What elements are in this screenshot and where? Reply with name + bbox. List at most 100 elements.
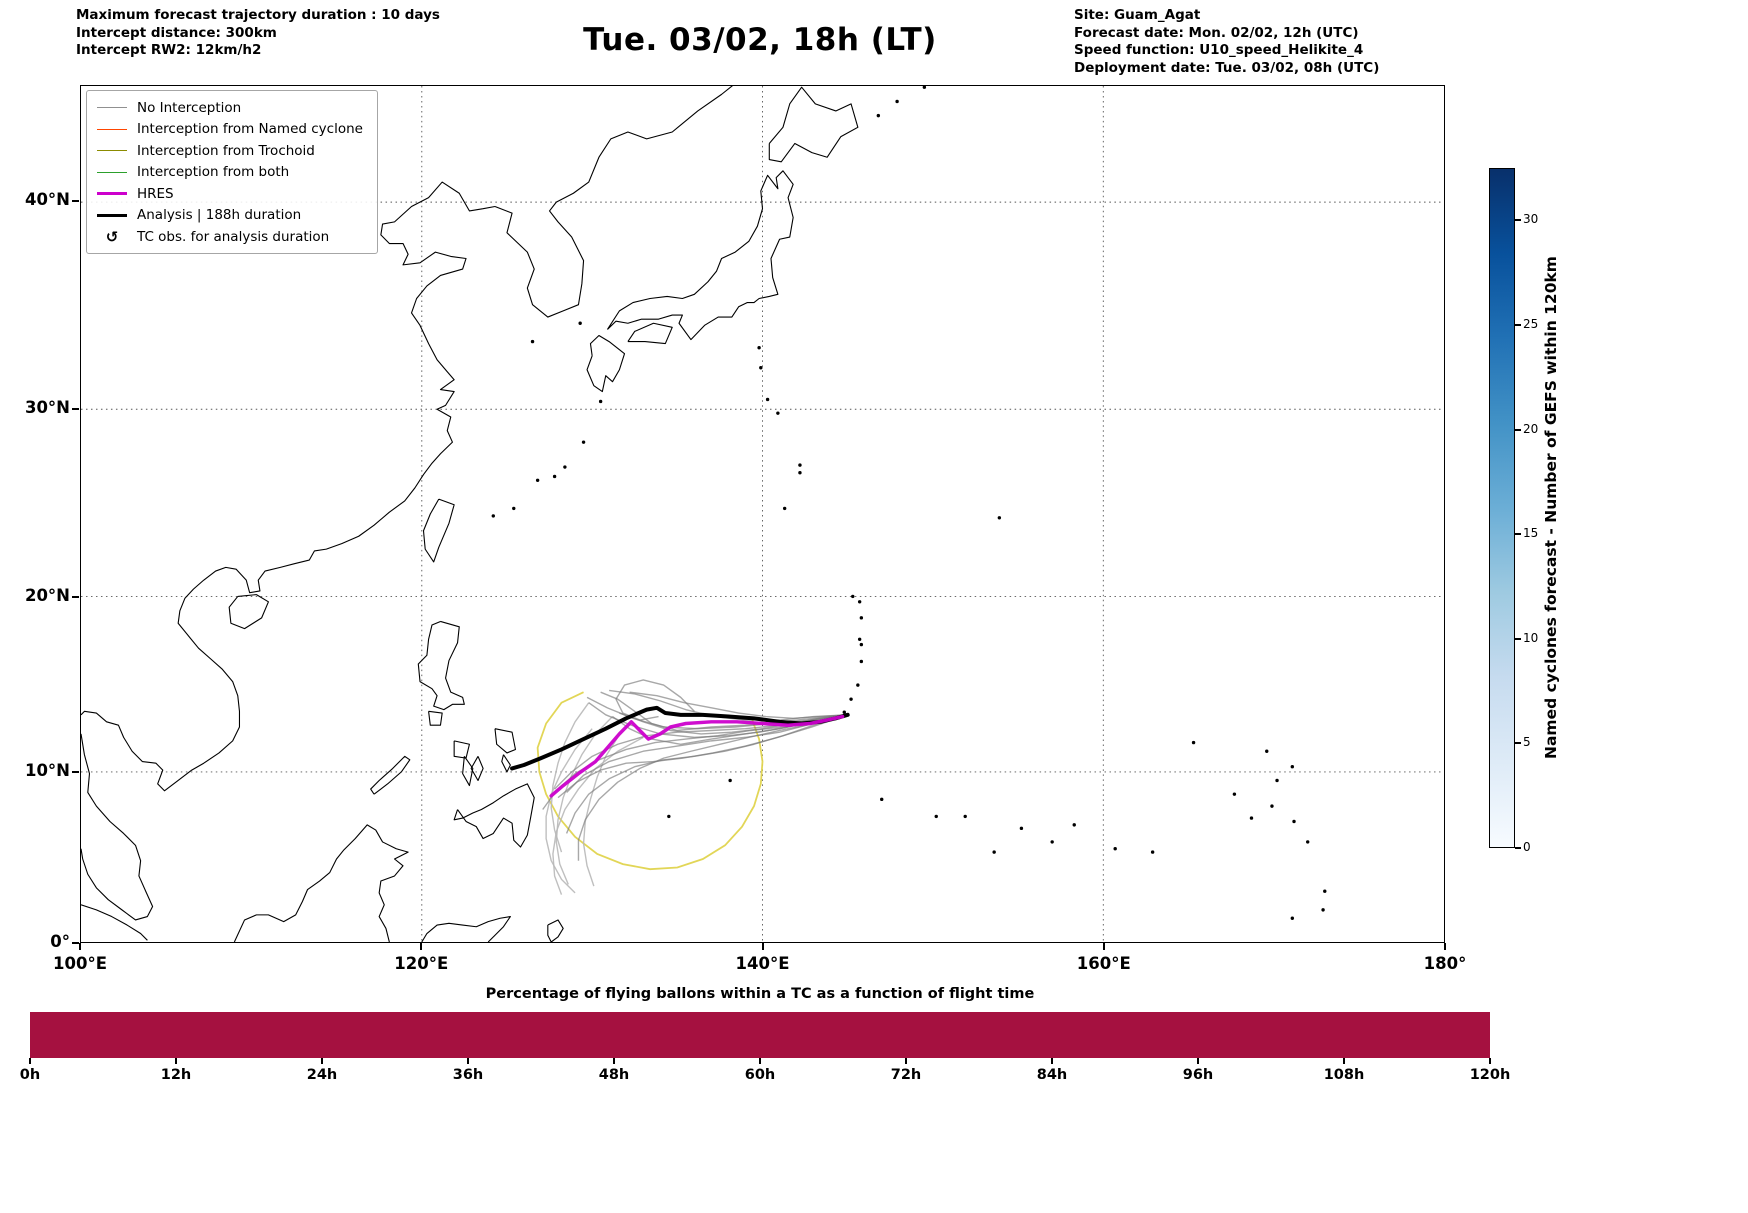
legend-label: No Interception bbox=[137, 99, 242, 116]
trochoid-boundary-track bbox=[536, 691, 764, 871]
island-dot bbox=[563, 465, 567, 469]
island-dot bbox=[963, 814, 967, 819]
coastline-path bbox=[81, 733, 154, 921]
island-dot bbox=[728, 778, 732, 783]
island-dot bbox=[598, 399, 603, 404]
island-dot bbox=[857, 637, 862, 642]
bottom-tick-label: 0h bbox=[19, 1067, 41, 1083]
legend-item: Interception from Named cyclone bbox=[97, 121, 363, 138]
bottom-tick-mark bbox=[1489, 1058, 1491, 1064]
coastline-path bbox=[422, 498, 455, 563]
island-dot bbox=[782, 506, 787, 511]
ensemble-track bbox=[566, 714, 848, 793]
header-info-right: Site: Guam_Agat Forecast date: Mon. 02/0… bbox=[1074, 7, 1379, 77]
bottom-tick-label: 72h bbox=[890, 1067, 922, 1083]
bottom-tick-mark bbox=[29, 1058, 31, 1064]
bottom-tick-mark bbox=[175, 1058, 177, 1064]
colorbar-tick-mark bbox=[1515, 323, 1521, 326]
header-line: Intercept distance: 300km bbox=[76, 24, 277, 41]
ensemble-track-light bbox=[552, 736, 644, 895]
island-dot bbox=[849, 697, 853, 701]
island-dot bbox=[1050, 840, 1054, 844]
island-dot bbox=[1019, 826, 1024, 831]
island-dot bbox=[776, 411, 780, 415]
island-dot bbox=[997, 516, 1002, 520]
bottom-tick-label: 108h bbox=[1323, 1067, 1365, 1083]
ensemble-track bbox=[615, 679, 695, 721]
island-dot bbox=[535, 478, 540, 482]
ensemble-track-light bbox=[545, 728, 593, 894]
legend-item: ↺ TC obs. for analysis duration bbox=[97, 228, 363, 246]
island-dot bbox=[757, 345, 761, 350]
y-tick-label: 40°N bbox=[24, 190, 70, 210]
colorbar-tick-mark bbox=[1515, 742, 1521, 745]
bottom-tick-mark bbox=[759, 1058, 761, 1064]
island-dot bbox=[1270, 804, 1274, 808]
coastline-path bbox=[586, 334, 626, 393]
y-tick-label: 10°N bbox=[24, 761, 70, 781]
bottom-tick-label: 120h bbox=[1469, 1067, 1511, 1083]
colorbar-tick-label: 0 bbox=[1523, 840, 1531, 854]
legend-line-swatch bbox=[97, 150, 127, 151]
bottom-tick-label: 24h bbox=[306, 1067, 338, 1083]
island-dot bbox=[1275, 778, 1279, 783]
bottom-tick-label: 60h bbox=[744, 1067, 776, 1083]
island-dot bbox=[1072, 823, 1076, 827]
coastline-path bbox=[421, 916, 511, 942]
coastline-path bbox=[768, 86, 859, 163]
island-dot bbox=[1292, 819, 1296, 824]
legend-label: Interception from Named cyclone bbox=[137, 121, 363, 137]
island-dot bbox=[530, 339, 535, 344]
ensemble-track-light bbox=[582, 737, 619, 887]
island-dot bbox=[895, 99, 899, 104]
ensemble-track bbox=[565, 714, 848, 834]
legend-item: HRES bbox=[97, 185, 363, 202]
island-dot bbox=[798, 471, 802, 475]
island-dot bbox=[512, 506, 516, 511]
island-dot bbox=[759, 366, 763, 370]
coastline-path bbox=[428, 710, 443, 726]
bottom-tick-label: 84h bbox=[1036, 1067, 1068, 1083]
x-tick-label: 100°E bbox=[53, 954, 107, 973]
legend-line-swatch bbox=[97, 192, 127, 195]
island-dot bbox=[857, 600, 862, 604]
y-tick-mark bbox=[72, 771, 79, 774]
island-dot bbox=[934, 814, 938, 819]
colorbar-label: Named cyclones forecast - Number of GEFS… bbox=[1542, 256, 1560, 760]
island-dot bbox=[1306, 840, 1310, 844]
x-tick-label: 180° bbox=[1423, 954, 1467, 973]
coastline-path bbox=[494, 86, 733, 318]
coastline-path bbox=[627, 322, 673, 345]
ensemble-track bbox=[586, 696, 848, 730]
legend-label: Interception from Trochoid bbox=[137, 142, 315, 159]
island-dot bbox=[1321, 908, 1325, 912]
island-dot bbox=[491, 514, 495, 518]
coastline-path bbox=[417, 620, 465, 711]
bottom-tick-mark bbox=[905, 1058, 907, 1064]
y-tick-label: 20°N bbox=[24, 585, 70, 605]
colorbar-tick-mark bbox=[1515, 847, 1521, 849]
figure-title: Tue. 03/02, 18h (LT) bbox=[583, 22, 937, 58]
island-dot bbox=[798, 463, 802, 467]
y-tick-label: 30°N bbox=[24, 398, 70, 417]
island-dot bbox=[1191, 740, 1196, 745]
header-line: Speed function: U10_speed_Helikite_4 bbox=[1074, 42, 1364, 58]
island-dot bbox=[851, 594, 855, 599]
coastline-path bbox=[606, 170, 794, 341]
coastline-path bbox=[470, 756, 484, 782]
legend-line-swatch bbox=[97, 171, 127, 173]
hres-track bbox=[549, 714, 845, 798]
x-tick-label: 120°E bbox=[394, 954, 449, 973]
y-tick-label: 0° bbox=[50, 932, 70, 951]
coastline-path bbox=[453, 740, 470, 759]
ensemble-track bbox=[557, 714, 848, 799]
bottom-tick-label: 12h bbox=[160, 1067, 192, 1083]
colorbar-tick-mark bbox=[1515, 533, 1521, 536]
flight-time-bar bbox=[30, 1012, 1490, 1058]
coastline-path bbox=[462, 756, 474, 787]
legend-item: Interception from both bbox=[97, 164, 363, 181]
legend-label: TC obs. for analysis duration bbox=[137, 228, 330, 245]
header-line: Maximum forecast trajectory duration : 1… bbox=[76, 7, 440, 23]
colorbar-tick-label: 15 bbox=[1523, 526, 1539, 541]
coastline-path bbox=[81, 181, 496, 792]
